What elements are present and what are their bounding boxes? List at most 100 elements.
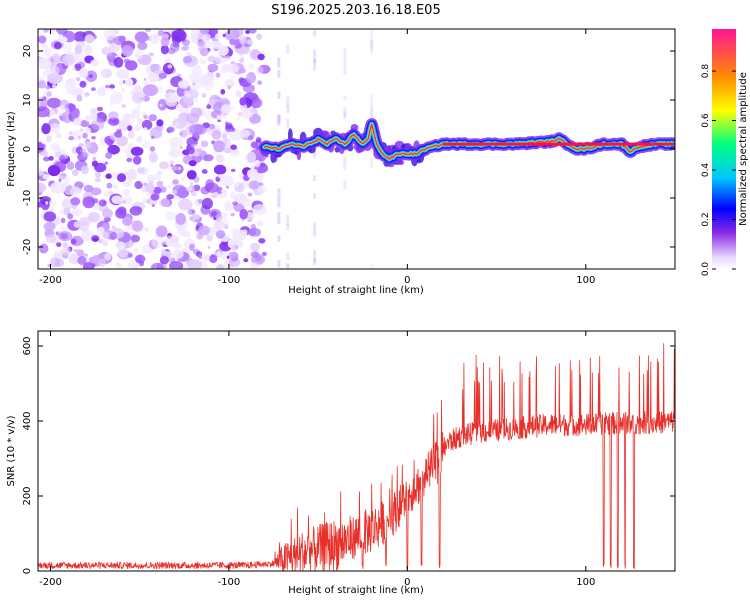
noise-speckle — [40, 150, 49, 157]
noise-speckle — [207, 245, 211, 249]
figure-title: S196.2025.203.16.18.E05 — [271, 3, 440, 18]
noise-speckle — [172, 179, 179, 185]
noise-speckle — [108, 52, 112, 57]
noise-speckle — [49, 109, 56, 117]
snr-marks — [38, 343, 675, 571]
noise-speckle — [182, 230, 191, 238]
noise-speckle — [91, 118, 105, 131]
noise-speckle — [172, 190, 178, 194]
noise-speckle — [60, 225, 64, 229]
noise-speckle — [127, 252, 133, 258]
noise-speckle — [175, 122, 179, 127]
noise-speckle — [249, 228, 257, 237]
noise-speckle — [38, 80, 47, 89]
noise-speckle — [226, 255, 230, 259]
noise-speckle — [189, 123, 204, 135]
noise-speckle — [180, 176, 186, 181]
noise-speckle — [232, 201, 238, 206]
noise-speckle — [187, 208, 196, 215]
noise-speckle — [209, 123, 216, 130]
colorbar: 0.0 0.2 0.4 0.6 0.8 Normalized spectral ampl… — [701, 29, 749, 276]
faint-streak — [343, 48, 347, 62]
noise-speckle — [112, 184, 118, 190]
noise-speckle — [45, 201, 49, 205]
noise-speckle — [142, 84, 159, 97]
noise-speckle — [94, 170, 101, 178]
noise-speckle — [91, 263, 96, 268]
noise-speckle — [160, 44, 169, 55]
noise-speckle — [127, 260, 140, 269]
noise-speckle — [193, 214, 200, 220]
noise-speckle — [169, 160, 175, 164]
noise-speckle — [104, 30, 115, 41]
noise-speckle — [234, 182, 240, 188]
faint-streak — [343, 156, 347, 162]
noise-speckle — [38, 182, 47, 193]
noise-speckle — [42, 96, 47, 101]
snr-x-ticks: -200 -100 0 100 — [39, 331, 595, 588]
noise-speckle — [205, 179, 215, 191]
noise-speckle — [105, 173, 112, 179]
noise-speckle — [56, 242, 62, 248]
snr-series-line — [38, 343, 675, 571]
noise-speckle — [43, 211, 56, 222]
noise-speckle — [193, 151, 200, 157]
noise-speckle — [43, 221, 56, 231]
noise-speckle — [148, 114, 157, 122]
noise-speckle — [80, 229, 93, 241]
noise-speckle — [38, 142, 45, 153]
noise-speckle — [246, 39, 253, 45]
noise-speckle — [101, 46, 111, 56]
noise-speckle — [168, 148, 182, 158]
noise-speckle — [232, 229, 248, 241]
noise-speckle — [200, 47, 209, 57]
faint-streak — [277, 70, 281, 78]
noise-speckle — [75, 45, 82, 54]
noise-speckle — [66, 161, 75, 171]
noise-speckle — [100, 68, 113, 79]
noise-speckle — [226, 140, 232, 144]
noise-speckle — [197, 199, 203, 204]
noise-speckle — [164, 57, 171, 64]
noise-speckle — [80, 120, 90, 128]
noise-speckle — [70, 186, 82, 197]
faint-streak — [277, 57, 281, 68]
noise-speckle — [72, 169, 79, 177]
faint-streak — [277, 260, 281, 268]
noise-speckle — [202, 155, 210, 162]
faint-streak — [343, 95, 347, 100]
noise-speckle — [136, 104, 142, 110]
spectrogram-y-axis-label: Frequency (Hz) — [6, 111, 17, 187]
noise-speckle — [202, 33, 211, 42]
noise-speckle — [182, 55, 193, 64]
colorbar-tick-label: 0.8 — [701, 64, 711, 79]
noise-speckle — [186, 170, 197, 180]
noise-speckle — [38, 167, 45, 176]
snr-x-tick-label: -200 — [39, 577, 62, 588]
noise-speckle — [144, 183, 155, 193]
noise-speckle — [113, 35, 126, 46]
faint-streak — [277, 114, 281, 126]
noise-speckle — [169, 260, 184, 269]
faint-streak — [313, 193, 317, 199]
noise-speckle — [257, 53, 265, 61]
noise-speckle — [62, 42, 73, 53]
noise-speckle — [224, 121, 229, 126]
noise-speckle — [134, 254, 146, 264]
faint-streak — [277, 115, 281, 123]
faint-streak — [313, 30, 317, 37]
snr-x-axis-label: Height of straight line (km) — [288, 585, 424, 596]
noise-speckle — [231, 244, 239, 251]
noise-speckle — [47, 29, 56, 34]
noise-speckle — [257, 185, 267, 195]
snr-y-tick-label: 400 — [22, 411, 33, 430]
noise-speckle — [178, 198, 193, 211]
noise-speckle — [214, 54, 227, 64]
noise-speckle — [158, 72, 167, 79]
noise-speckle — [157, 171, 162, 176]
noise-speckle — [130, 146, 144, 156]
noise-speckle — [255, 136, 262, 144]
noise-speckle — [216, 251, 222, 257]
faint-streak — [370, 264, 374, 269]
noise-speckle — [126, 157, 133, 163]
